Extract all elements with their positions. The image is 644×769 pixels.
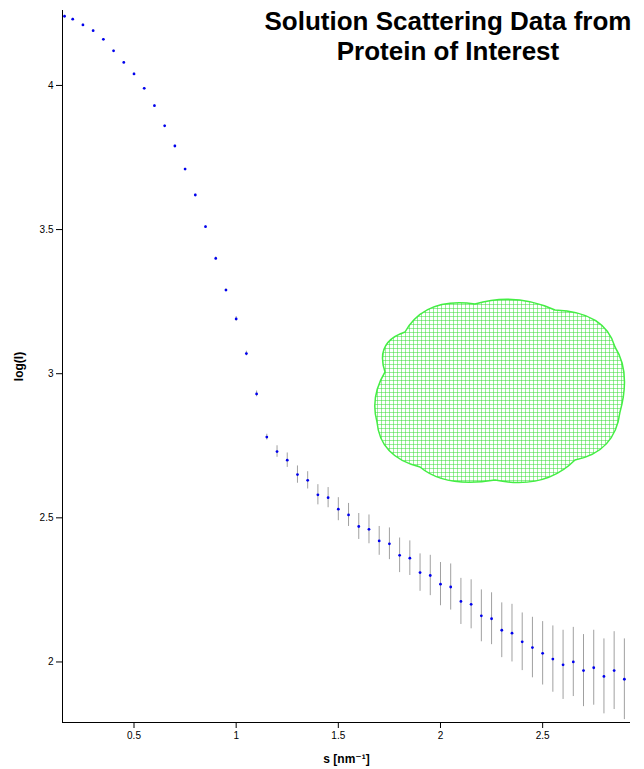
svg-text:2.5: 2.5 bbox=[40, 512, 54, 523]
svg-text:2: 2 bbox=[48, 656, 54, 667]
svg-text:3.5: 3.5 bbox=[40, 224, 54, 235]
svg-text:3: 3 bbox=[48, 368, 54, 379]
svg-text:4: 4 bbox=[48, 80, 54, 91]
svg-text:log(I): log(I) bbox=[12, 352, 26, 381]
svg-text:2: 2 bbox=[438, 730, 444, 741]
svg-text:1.5: 1.5 bbox=[331, 730, 345, 741]
svg-text:0.5: 0.5 bbox=[127, 730, 141, 741]
svg-text:s [nm⁻¹]: s [nm⁻¹] bbox=[323, 752, 369, 766]
svg-text:1: 1 bbox=[233, 730, 239, 741]
html-text:Solution Scattering Data from: Solution Scattering Data from Protein of… bbox=[264, 6, 632, 66]
svg-text:2.5: 2.5 bbox=[536, 730, 550, 741]
